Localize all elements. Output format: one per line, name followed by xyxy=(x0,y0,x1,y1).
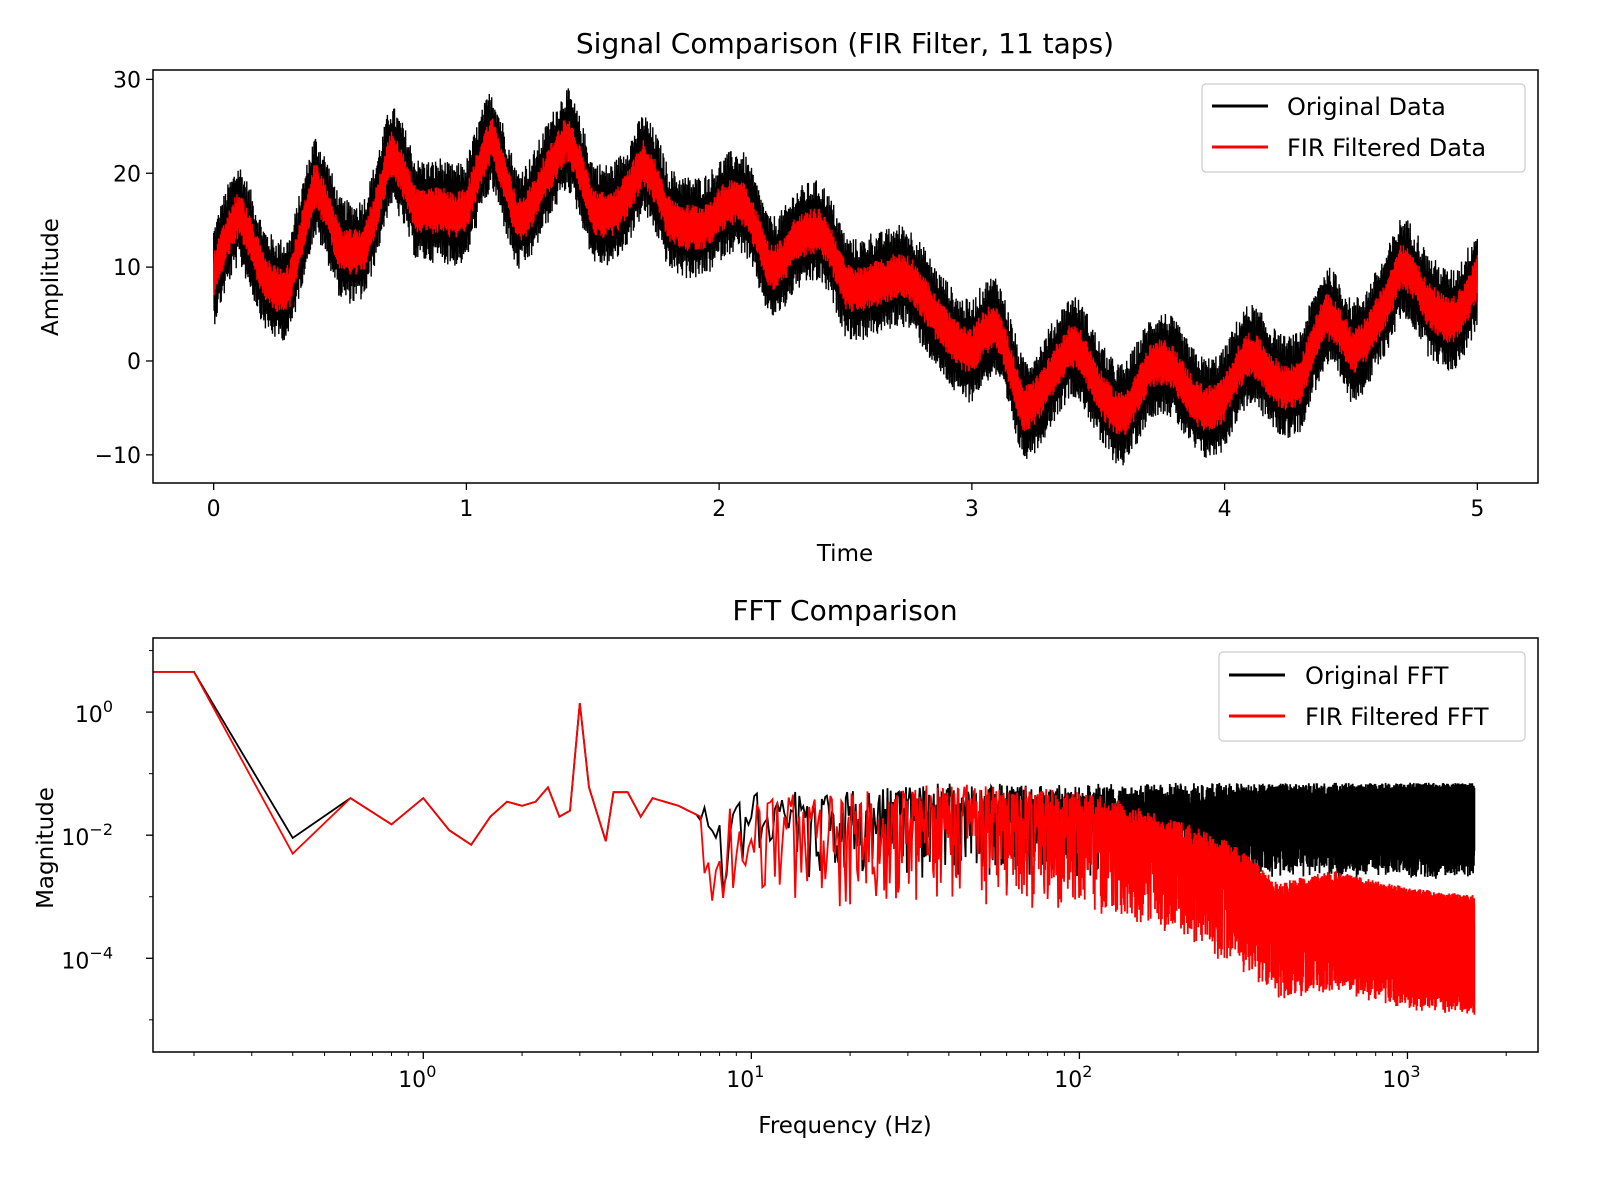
y-tick-label: 30 xyxy=(113,68,141,93)
series-line-fir-filtered-fft xyxy=(153,671,1476,1015)
x-tick-label: 1 xyxy=(459,497,473,522)
x-tick-label: 103 xyxy=(1382,1062,1420,1093)
x-tick-label: 5 xyxy=(1470,497,1484,522)
signal-y-axis-ticks: −10 0 10 20 30 xyxy=(95,68,153,469)
fft-x-axis-ticks: 100 101 102 103 xyxy=(193,1052,1507,1093)
fft-plot-frame xyxy=(152,637,1539,1053)
x-tick-label: 2 xyxy=(712,497,726,522)
fft-legend: Original FFT FIR Filtered FFT xyxy=(1218,651,1526,742)
x-tick-label: 3 xyxy=(965,497,979,522)
legend-label-original-data: Original Data xyxy=(1287,93,1446,121)
fft-legend-box xyxy=(1218,651,1526,742)
x-tick-label: 101 xyxy=(726,1062,764,1093)
signal-plot-frame xyxy=(152,69,1539,484)
series-fir-filtered-fft xyxy=(153,671,1476,1015)
series-line-fir-filtered-data xyxy=(213,118,1478,435)
signal-legend: Original Data FIR Filtered Data xyxy=(1201,83,1526,173)
x-tick-label: 0 xyxy=(207,497,221,522)
y-tick-label: 100 xyxy=(75,697,113,728)
fft-x-axis-label: Frequency (Hz) xyxy=(758,1113,931,1139)
y-tick-label: 0 xyxy=(127,350,141,375)
fft-comparison-panel: FFT Comparison 100 101 102 103 10010−210−4 … xyxy=(33,594,1539,1139)
series-fir-filtered-data xyxy=(213,118,1478,435)
fft-y-axis-ticks: 100 10−2 10−4 xyxy=(61,650,153,1021)
signal-x-axis-label: Time xyxy=(816,541,873,567)
signal-comparison-panel: Signal Comparison (FIR Filter, 11 taps) … xyxy=(38,27,1539,567)
fft-y-axis-label: Magnitude xyxy=(33,787,59,909)
y-tick-label: 10−4 xyxy=(61,943,113,974)
y-tick-label: 10 xyxy=(113,256,141,281)
y-tick-label: 20 xyxy=(113,162,141,187)
y-tick-label: 10−2 xyxy=(61,820,113,851)
legend-label-original-fft: Original FFT xyxy=(1305,662,1449,690)
signal-chart-title: Signal Comparison (FIR Filter, 11 taps) xyxy=(576,27,1114,60)
signal-legend-box xyxy=(1201,83,1526,173)
x-tick-label: 100 xyxy=(398,1062,436,1093)
legend-label-fir-filtered-data: FIR Filtered Data xyxy=(1287,134,1486,162)
signal-x-axis-ticks: 0 1 2 3 4 5 xyxy=(207,483,1484,522)
x-tick-label: 4 xyxy=(1218,497,1232,522)
x-tick-label: 102 xyxy=(1054,1062,1092,1093)
y-tick-label: −10 xyxy=(95,444,141,469)
legend-label-fir-filtered-fft: FIR Filtered FFT xyxy=(1305,703,1489,731)
signal-y-axis-label: Amplitude xyxy=(38,218,64,336)
fft-chart-title: FFT Comparison xyxy=(732,594,957,627)
